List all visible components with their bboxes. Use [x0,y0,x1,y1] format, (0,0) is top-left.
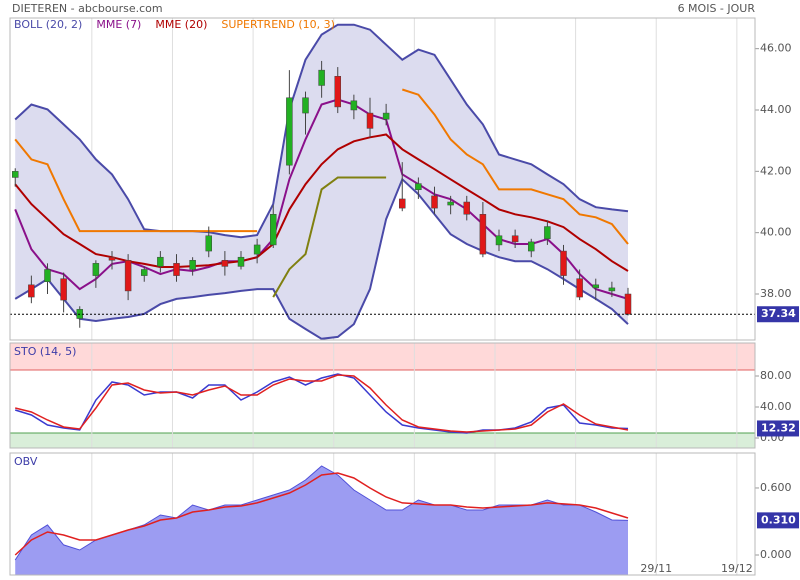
candle-body [334,76,342,108]
last-value-box [757,420,799,437]
y-tick-label: 38.00 [760,287,792,300]
candle-body [447,201,454,206]
candle-body [318,69,325,86]
candle-body [382,112,390,120]
candle-body [60,278,67,301]
candle-body [269,214,277,246]
oscillator-line [15,374,629,433]
y-tick-label: 40.00 [760,226,792,239]
candle-body [592,284,600,289]
legend-entry: BOLL (20, 2) [14,18,82,31]
y-tick-label: 44.00 [760,103,792,116]
last-value-label: 0.310 [761,513,796,526]
candle-body [189,260,196,270]
candle-body [44,269,51,282]
candle-body [157,256,164,267]
candle-body [221,260,229,267]
candle-body [140,269,148,276]
panel-title: OBV [14,455,38,468]
panel-frame [9,342,756,449]
candle-body [528,241,535,252]
candle-body [366,112,374,129]
last-value-label: 37.34 [761,307,796,320]
candle-body [576,278,583,298]
y-tick-label: 0.000 [760,548,792,561]
oversold-zone [10,433,755,448]
candle-body [205,235,212,252]
indicator-line [272,176,387,298]
x-tick-label: 19/12 [721,562,753,575]
candle-body [511,235,519,243]
candle-body [124,260,132,292]
oscillator-line [14,373,629,434]
chart-title: DIETEREN - abcbourse.com [12,2,163,15]
x-tick-label: 29/11 [640,562,672,575]
indicator-line [14,133,629,272]
candle-body [173,263,180,276]
bollinger-lower [14,177,629,340]
candle-body [479,214,487,255]
candle-body [28,284,35,298]
candle-body [350,100,358,111]
legend-entry: MME (7) [96,18,141,31]
candle-body [302,97,309,114]
candle-body [108,256,116,261]
chart-subtitle: 6 MOIS - JOUR [678,2,756,15]
obv-line [14,472,629,556]
candle-body [237,256,245,267]
area-fill [15,466,629,575]
bollinger-upper [14,23,629,239]
legend-entry: SUPERTREND (10, 3) [221,18,335,31]
panel-frame [9,17,756,341]
y-tick-label: 40.00 [760,400,792,413]
y-tick-label: 42.00 [760,164,792,177]
candle-body [463,201,471,215]
indicator-line [14,88,629,245]
indicator-line [14,98,629,300]
candle-body [92,263,100,276]
bollinger-band [15,24,628,339]
last-value-label: 12.32 [761,421,796,434]
candle-body [544,226,551,240]
candle-body [399,198,406,209]
candle-body [624,293,632,315]
panel-frame [9,452,756,576]
candle-body [11,171,19,178]
legend-entry: MME (20) [155,18,207,31]
y-tick-label: 80.00 [760,369,792,382]
candle-body [495,235,503,246]
candle-body [286,97,293,166]
last-value-box [757,306,799,323]
candle-body [560,250,567,276]
overbought-zone [10,343,755,370]
candle-body [431,195,438,209]
candle-body [415,183,422,190]
panel-title: STO (14, 5) [14,345,76,358]
y-tick-label: 46.00 [760,42,792,55]
y-tick-label: 0.600 [760,481,792,494]
last-value-box [757,512,799,529]
candle-body [253,244,261,255]
candle-body [608,287,616,292]
